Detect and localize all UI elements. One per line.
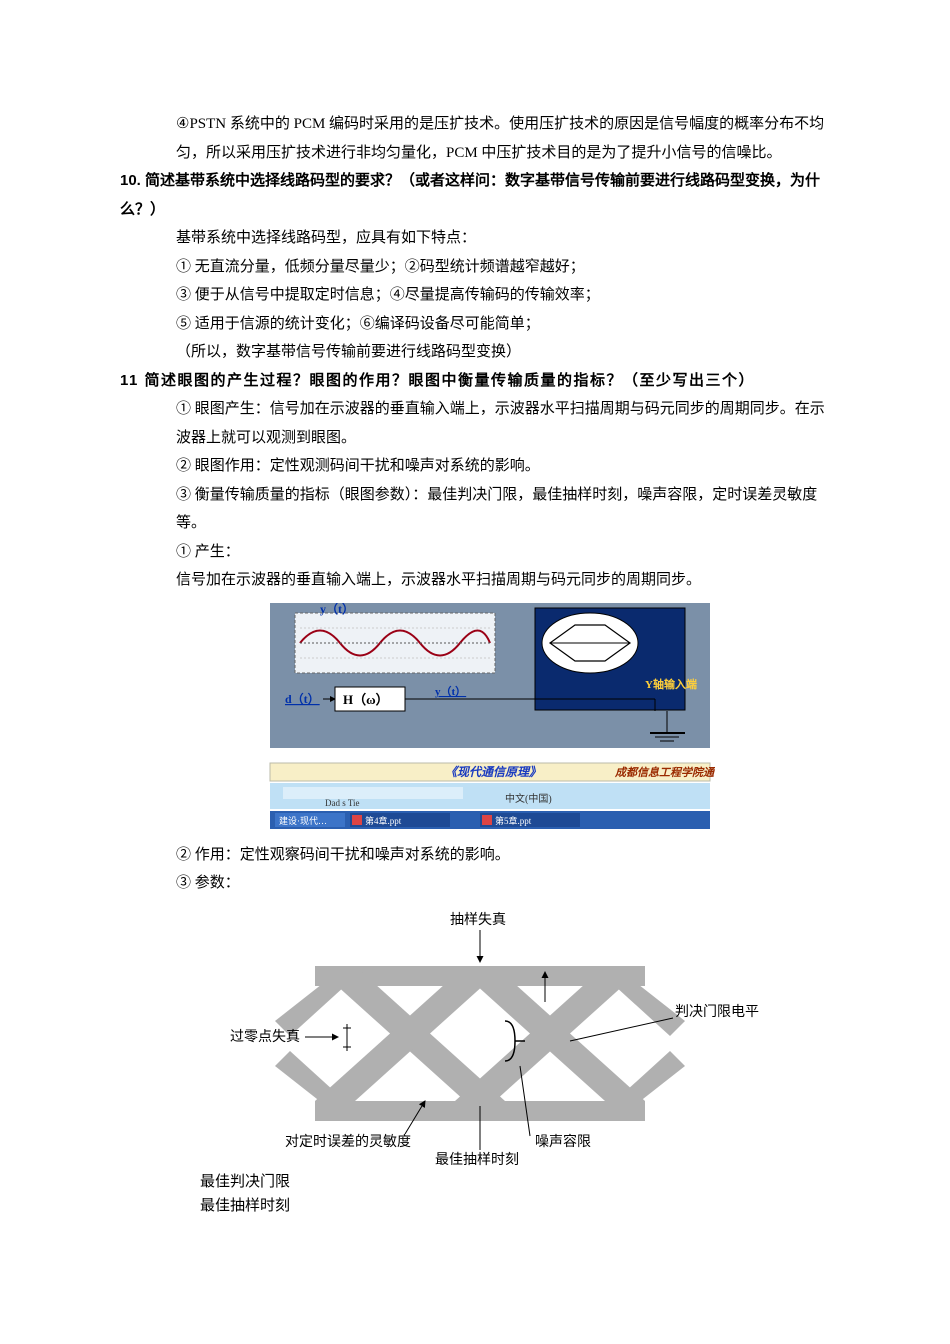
q10-l2: ③ 便于从信号中提取定时信息；④尽量提高传输码的传输效率； [120,281,830,310]
eye-diagram-figure: 抽样失真 判决门限电平 过零点失真 噪声容限 最佳抽样时刻 对定时误差的灵敏度 [120,906,830,1166]
end-label-1: 最佳判决门限 [200,1170,830,1194]
book-right: 成都信息工程学院通 [614,766,715,779]
book-title: 《现代通信原理》 [445,765,541,779]
end-label-2: 最佳抽样时刻 [200,1194,830,1218]
q10-lead: 基带系统中选择线路码型，应具有如下特点： [120,224,830,253]
taskbar-2: 第4章.ppt [365,815,402,826]
eye-shape [275,966,685,1121]
q11-p3: ③ 衡量传输质量的指标（眼图参数）：最佳判决门限，最佳抽样时刻，噪声容限，定时误… [120,481,830,538]
y-t2-label: y（t） [435,685,466,698]
q10-l3: ⑤ 适用于信源的统计变化；⑥编译码设备尽可能简单； [120,310,830,339]
q10-note: （所以，数字基带信号传输前要进行线路码型变换） [120,338,830,367]
q11-gen2: 信号加在示波器的垂直输入端上，示波器水平扫描周期与码元同步的周期同步。 [120,566,830,595]
h-omega-label: H（ω） [343,692,389,707]
q11-gen1: ① 产生： [120,538,830,567]
d-t-label: d（t） [285,691,320,706]
toolbar-center: 中文(中国) [505,792,552,805]
q11-after-fig-b: ③ 参数： [120,869,830,898]
q11-title: 11 简述眼图的产生过程？眼图的作用？眼图中衡量传输质量的指标？（至少写出三个） [120,367,830,396]
q11-after-fig-a: ② 作用：定性观察码间干扰和噪声对系统的影响。 [120,841,830,870]
best-sample-label: 最佳抽样时刻 [435,1152,519,1166]
block-diagram-figure: y（t） Y轴输入端 d（t） H（ω） y（t） 《现代通信原 [120,603,830,833]
q10-l1: ① 无直流分量，低频分量尽量少；②码型统计频谱越窄越好； [120,253,830,282]
decision-level-label: 判决门限电平 [675,1004,759,1020]
intro-paragraph: ④PSTN 系统中的 PCM 编码时采用的是压扩技术。使用压扩技术的原因是信号幅… [120,110,830,167]
q11-p2: ② 眼图作用：定性观测码间干扰和噪声对系统的影响。 [120,452,830,481]
taskbar-3: 第5章.ppt [495,815,532,826]
zero-crossing-label: 过零点失真 [230,1029,300,1045]
toolbar-left: Dad s Tie [325,798,360,808]
y-t-label: y（t） [320,603,354,616]
taskbar-1: 建设·现代… [279,815,327,826]
q11-p1: ① 眼图产生：信号加在示波器的垂直输入端上，示波器水平扫描周期与码元同步的周期同… [120,395,830,452]
sampling-distortion-label: 抽样失真 [450,912,506,928]
end-labels: 最佳判决门限 最佳抽样时刻 [120,1170,830,1218]
q10-title: 10. 简述基带系统中选择线路码型的要求？（或者这样问：数字基带信号传输前要进行… [120,167,830,224]
timing-sens-label: 对定时误差的灵敏度 [285,1134,411,1150]
noise-margin-label: 噪声容限 [535,1133,591,1150]
scope-y-label: Y轴输入端 [645,677,697,691]
